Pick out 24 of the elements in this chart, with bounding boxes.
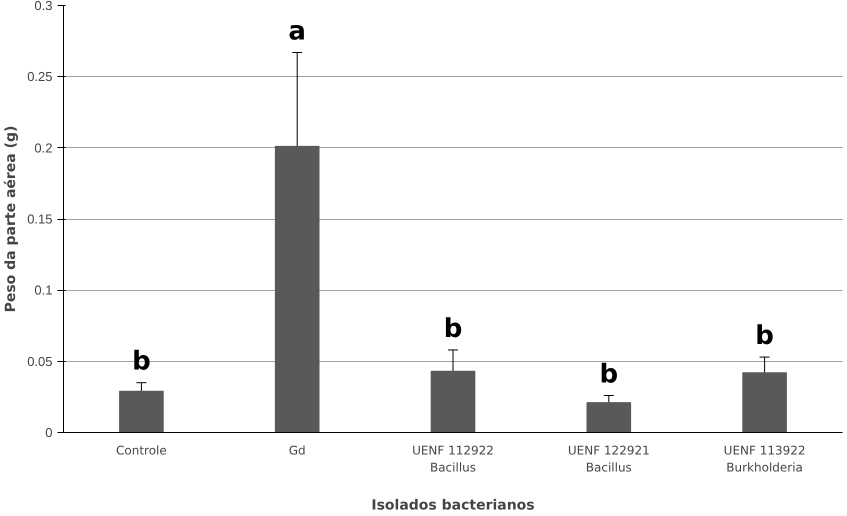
y-tick-label: 0.05 bbox=[27, 354, 53, 369]
x-tick-label: UENF 112922 Bacillus bbox=[412, 444, 494, 474]
bar bbox=[586, 402, 632, 432]
x-tick-label: Controle bbox=[116, 444, 167, 458]
bar bbox=[119, 390, 164, 432]
y-tick-label: 0.15 bbox=[27, 212, 53, 226]
y-tick-label: 0.2 bbox=[34, 140, 53, 156]
x-tick-label: UENF 113922 Burkholderia bbox=[724, 444, 806, 474]
y-tick-label: 0 bbox=[45, 425, 53, 440]
y-tick-label: 0.3 bbox=[34, 0, 53, 13]
x-tick-label: UENF 122921 Bacillus bbox=[568, 444, 650, 474]
annotation: b bbox=[132, 346, 151, 377]
annotation: b bbox=[444, 314, 462, 344]
y-tick-label: 0.1 bbox=[34, 282, 53, 298]
annotation: b bbox=[599, 359, 618, 390]
annotation: b bbox=[755, 321, 774, 352]
x-tick-label: Gd bbox=[288, 444, 306, 458]
x-axis-title: Isolados bacterianos bbox=[371, 497, 535, 514]
annotation: a bbox=[288, 16, 306, 46]
bar bbox=[430, 370, 476, 432]
y-tick-label: 0.25 bbox=[27, 69, 53, 84]
y-axis-title: Peso da parte aérea (g) bbox=[3, 126, 20, 312]
bar bbox=[274, 146, 320, 432]
bar bbox=[742, 372, 787, 432]
